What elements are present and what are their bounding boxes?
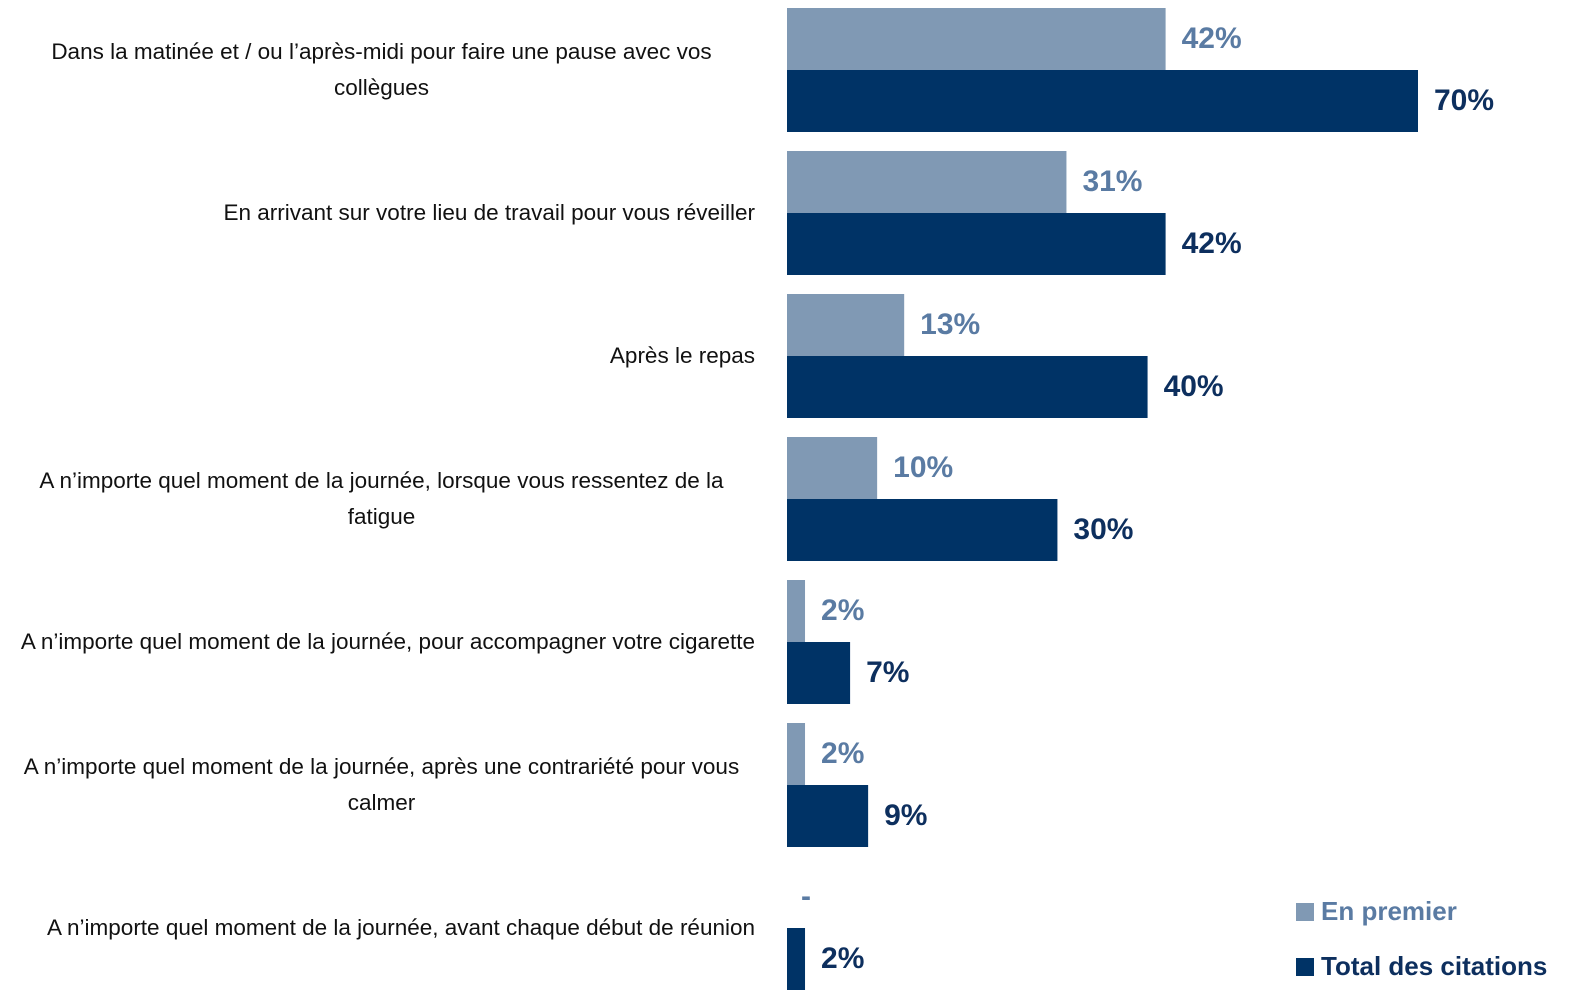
bar (787, 213, 1166, 275)
category-label-box: A n’importe quel moment de la journée, p… (8, 580, 755, 704)
bar (787, 356, 1148, 418)
bar (787, 8, 1166, 70)
category-label: A n’importe quel moment de la journée, a… (23, 754, 740, 815)
category-label-box: A n’importe quel moment de la journée, a… (8, 866, 755, 990)
bar (787, 785, 869, 847)
value-label: 42% (1182, 227, 1242, 260)
category-label-box: Dans la matinée et / ou l’après-midi pou… (8, 8, 755, 132)
value-label: 2% (821, 737, 864, 770)
value-label: 2% (821, 942, 864, 975)
bar (787, 294, 905, 356)
bar (787, 723, 806, 785)
category-label: A n’importe quel moment de la journée, p… (20, 629, 755, 654)
category-label: Après le repas (609, 343, 755, 368)
value-label: 70% (1434, 84, 1494, 117)
bar (787, 151, 1067, 213)
bar (787, 642, 851, 704)
bar (787, 928, 806, 990)
legend-label: En premier (1321, 896, 1457, 926)
category-label: Dans la matinée et / ou l’après-midi pou… (51, 39, 712, 100)
category-label: En arrivant sur votre lieu de travail po… (223, 200, 756, 225)
value-label: 13% (920, 308, 980, 341)
value-label: - (801, 880, 811, 913)
bar (787, 70, 1418, 132)
category-label-box: A n’importe quel moment de la journée, a… (8, 723, 755, 847)
value-label: 30% (1073, 513, 1133, 546)
value-label: 42% (1182, 22, 1242, 55)
category-label-box: En arrivant sur votre lieu de travail po… (8, 151, 756, 275)
value-label: 2% (821, 594, 864, 627)
bar (787, 580, 806, 642)
value-label: 40% (1164, 370, 1224, 403)
value-label: 7% (866, 656, 909, 689)
bar (787, 437, 878, 499)
category-label-box: A n’importe quel moment de la journée, l… (8, 437, 755, 561)
value-label: 10% (893, 451, 953, 484)
category-label-box: Après le repas (8, 294, 755, 418)
legend-swatch (1296, 903, 1314, 921)
value-label: 9% (884, 799, 927, 832)
bar (787, 499, 1058, 561)
category-label: A n’importe quel moment de la journée, l… (39, 468, 724, 529)
category-label: A n’importe quel moment de la journée, a… (47, 915, 755, 940)
legend-label: Total des citations (1321, 951, 1547, 981)
legend-swatch (1296, 958, 1314, 976)
value-label: 31% (1082, 165, 1142, 198)
